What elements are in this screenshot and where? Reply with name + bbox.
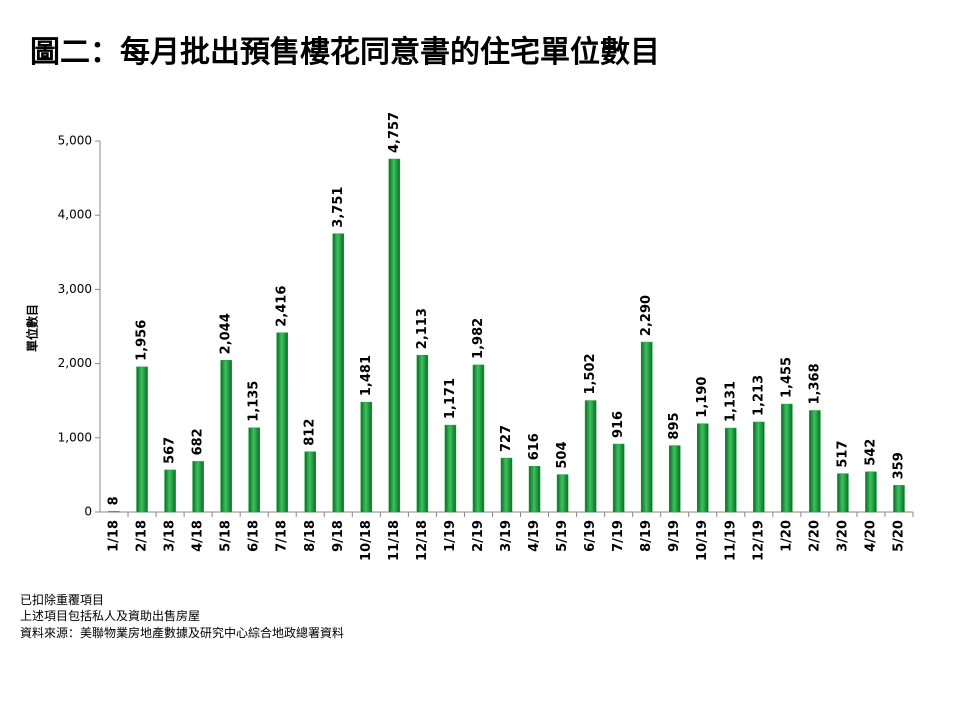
x-tick-label: 7/19 xyxy=(611,520,626,552)
bar xyxy=(416,354,429,513)
bar xyxy=(136,366,148,513)
chart-title: 圖二：每月批出預售樓花同意書的住宅單位數目 xyxy=(30,35,660,70)
bar xyxy=(220,360,232,513)
value-label: 1,481 xyxy=(359,355,374,396)
x-tick-label: 1/18 xyxy=(107,520,122,552)
bar xyxy=(612,443,625,513)
x-tick-label: 5/19 xyxy=(555,520,570,552)
x-tick-label: 12/18 xyxy=(415,520,430,561)
x-tick-label: 6/18 xyxy=(247,520,262,552)
value-label: 1,455 xyxy=(779,357,794,398)
x-tick-label: 4/18 xyxy=(191,520,206,552)
x-tick-label: 1/19 xyxy=(443,520,458,552)
x-tick-label: 3/18 xyxy=(163,520,178,552)
value-label: 616 xyxy=(527,433,542,460)
value-label: 2,290 xyxy=(639,295,654,336)
bar xyxy=(248,427,260,513)
x-tick-label: 2/20 xyxy=(807,520,822,552)
value-label: 1,213 xyxy=(751,375,766,416)
value-label: 1,368 xyxy=(807,363,822,404)
value-label: 8 xyxy=(107,496,122,505)
value-label: 567 xyxy=(163,437,178,464)
bar xyxy=(556,474,569,513)
value-label: 1,502 xyxy=(583,353,598,394)
value-label: 1,190 xyxy=(695,377,710,418)
bar xyxy=(668,445,681,513)
value-label: 1,135 xyxy=(247,381,262,422)
bar xyxy=(276,332,288,513)
x-tick-label: 8/18 xyxy=(303,520,318,552)
bar xyxy=(584,400,597,513)
value-label: 504 xyxy=(555,441,570,468)
x-tick-label: 10/18 xyxy=(359,520,374,561)
x-tick-label: 9/19 xyxy=(667,520,682,552)
y-tick-label: 5,000 xyxy=(58,134,92,148)
bar xyxy=(528,466,541,513)
y-tick-label: 0 xyxy=(84,505,92,519)
value-label: 895 xyxy=(667,412,682,439)
y-tick-label: 3,000 xyxy=(58,282,92,296)
bar xyxy=(865,471,877,513)
value-label: 812 xyxy=(303,419,318,446)
value-label: 1,956 xyxy=(135,320,150,361)
x-tick-label: 6/19 xyxy=(583,520,598,552)
x-tick-label: 2/18 xyxy=(135,520,150,552)
bar xyxy=(164,469,176,513)
value-label: 2,416 xyxy=(275,286,290,327)
y-tick-label: 1,000 xyxy=(58,430,92,444)
value-label: 682 xyxy=(191,428,206,455)
value-label: 542 xyxy=(863,439,878,466)
x-tick-label: 3/20 xyxy=(835,520,850,552)
bar xyxy=(837,473,849,513)
x-tick-label: 3/19 xyxy=(499,520,514,552)
x-tick-label: 4/19 xyxy=(527,520,542,552)
value-label: 359 xyxy=(891,452,906,479)
bar xyxy=(360,401,373,513)
bar xyxy=(781,403,793,513)
note: 上述項目包括私人及資助出售房屋 xyxy=(20,608,200,623)
x-tick-label: 10/19 xyxy=(695,520,710,561)
value-label: 4,757 xyxy=(387,112,402,153)
bar xyxy=(332,233,345,513)
note: 資料來源：美聯物業房地產數據及研究中心綜合地政總署資料 xyxy=(20,625,344,640)
x-tick-label: 1/20 xyxy=(779,520,794,552)
bar xyxy=(640,341,653,513)
x-tick-label: 5/20 xyxy=(891,520,906,552)
value-label: 517 xyxy=(835,440,850,467)
bar xyxy=(809,410,821,513)
value-label: 1,982 xyxy=(471,318,486,359)
value-label: 1,131 xyxy=(723,381,738,422)
bar xyxy=(304,451,317,513)
value-label: 3,751 xyxy=(331,187,346,228)
x-tick-label: 5/18 xyxy=(219,520,234,552)
x-tick-label: 4/20 xyxy=(863,520,878,552)
value-label: 916 xyxy=(611,411,626,438)
y-axis-label: 單位數目 xyxy=(25,304,40,352)
x-tick-label: 8/19 xyxy=(639,520,654,552)
bar xyxy=(192,461,204,513)
x-tick-label: 7/18 xyxy=(275,520,290,552)
bar xyxy=(444,424,457,513)
value-label: 2,113 xyxy=(415,308,430,349)
y-tick-label: 2,000 xyxy=(58,356,92,370)
bar xyxy=(472,364,485,513)
x-tick-label: 2/19 xyxy=(471,520,486,552)
x-tick-label: 9/18 xyxy=(331,520,346,552)
bar xyxy=(696,423,709,513)
value-label: 2,044 xyxy=(219,313,234,354)
bar xyxy=(500,457,513,513)
bar xyxy=(893,485,905,513)
y-tick-label: 4,000 xyxy=(58,208,92,222)
bar xyxy=(725,427,737,513)
x-tick-label: 11/19 xyxy=(723,520,738,561)
x-tick-label: 11/18 xyxy=(387,520,402,561)
bar xyxy=(108,511,120,513)
bar xyxy=(388,158,401,513)
bar xyxy=(753,421,765,513)
note: 已扣除重覆項目 xyxy=(20,592,104,607)
value-label: 1,171 xyxy=(443,378,458,419)
value-label: 727 xyxy=(499,425,514,452)
x-tick-label: 12/19 xyxy=(751,520,766,561)
